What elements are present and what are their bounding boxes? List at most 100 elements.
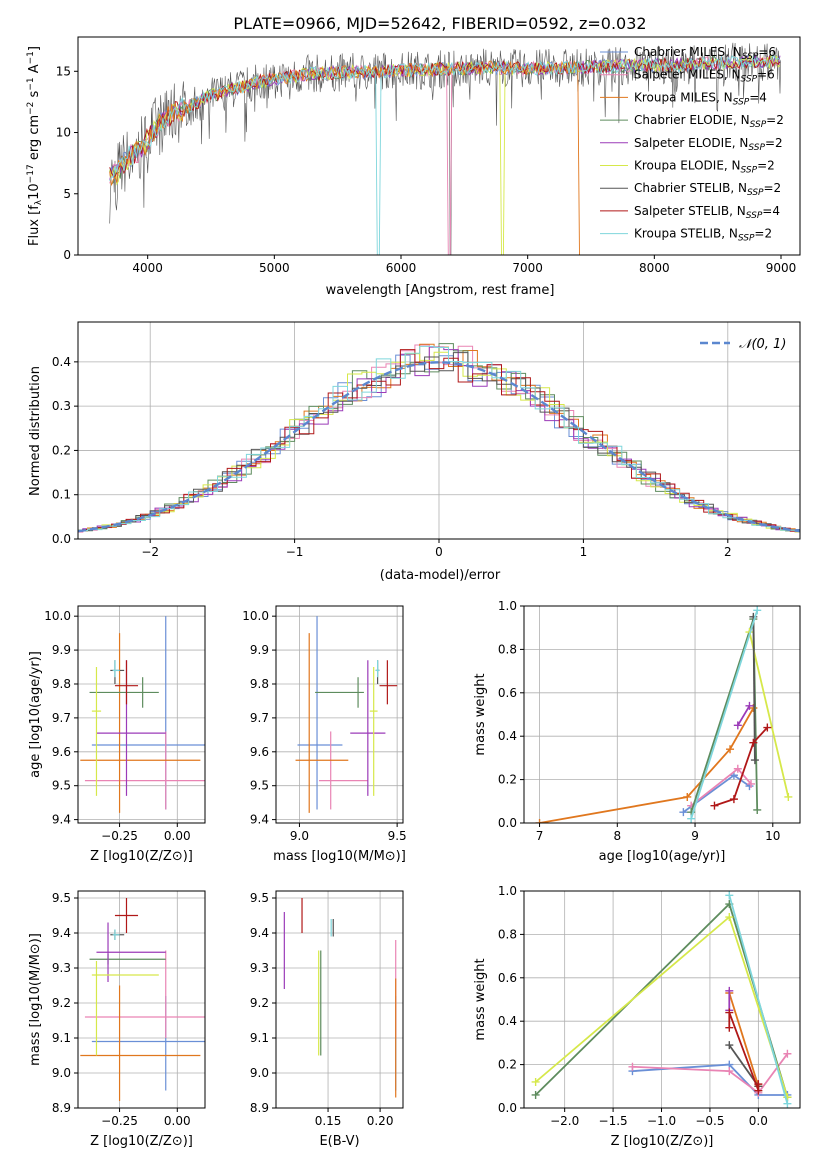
y-axis-label-part: Flux [f	[27, 205, 42, 246]
x-tick-label: 9.0	[290, 829, 309, 843]
legend-entry: Salpeter MILES, NSSP=6	[634, 68, 775, 85]
spectrum-panel: 4000 5000 6000 7000 8000 9000 0 5 10 15 Chabrier M…	[26, 36, 801, 298]
y-tick-label: 9.0	[250, 1066, 269, 1080]
y-tick-label: 0	[63, 248, 71, 262]
weight-marker	[531, 1090, 540, 1099]
legend-tail: =2	[766, 113, 784, 127]
y-tick-label: 9.4	[52, 813, 71, 827]
weight-marker	[725, 1008, 734, 1017]
weight-marker	[628, 1062, 637, 1071]
weight-vs-Z-plot	[531, 891, 792, 1108]
x-tick-label: 7000	[512, 261, 543, 275]
weight-marker	[753, 805, 762, 814]
legend-entry: Salpeter STELIB, NSSP=4	[634, 204, 780, 221]
weight-line-0	[632, 1063, 788, 1096]
y-tick-label: 0.2	[498, 773, 517, 787]
y-tick-label: 9.9	[250, 643, 269, 657]
age-vs-mass-plot	[295, 616, 398, 813]
y-axis-label-part: A	[27, 64, 42, 77]
legend-subscript: SSP	[741, 75, 758, 85]
legend-text: Chabrier MILES, N	[634, 45, 742, 59]
legend-tail: =2	[765, 136, 783, 150]
weight-marker	[729, 795, 738, 804]
y-tick-label: 9.1	[250, 1031, 269, 1045]
y-tick-label: 9.6	[52, 745, 71, 759]
weight-marker	[754, 1080, 763, 1089]
legend-text: Salpeter MILES, N	[634, 68, 741, 82]
legend-subscript: SSP	[748, 143, 765, 153]
y-tick-label: 15	[56, 64, 71, 78]
x-tick-label: −0.25	[101, 829, 138, 843]
spectrum-axes: 4000 5000 6000 7000 8000 9000 0 5 10 15	[56, 36, 801, 275]
age-vs-mass-axes: 9.0 9.5 9.4 9.5 9.6 9.7 9.8 9.9 10.0	[242, 605, 407, 843]
y-tick-label: 0.8	[498, 642, 517, 656]
x-axis-label: wavelength [Angstrom, rest frame]	[326, 283, 555, 298]
weight-line-7	[714, 726, 768, 807]
legend-text: Kroupa ELODIE, N	[634, 159, 741, 173]
weight-vs-Z-axes: −2.0 −1.5 −1.0 −0.5 0.0 0.0 0.2 0.4 0.6 0.8 1.0	[498, 884, 801, 1128]
spectrum-line-7	[109, 55, 781, 179]
x-tick-label: 10	[765, 829, 780, 843]
y-axis-label-part: −1	[26, 77, 36, 90]
legend-entry: Chabrier STELIB, NSSP=2	[634, 181, 781, 198]
legend-tail: =2	[754, 227, 772, 241]
weight-marker	[725, 1067, 734, 1076]
legend-entry: Chabrier MILES, NSSP=6	[634, 45, 776, 62]
y-tick-label: 8.9	[52, 1101, 71, 1115]
y-tick-label: 1.0	[498, 884, 517, 898]
x-tick-label: 8000	[639, 261, 670, 275]
x-tick-label: 6000	[386, 261, 417, 275]
y-axis-label-part: ]	[27, 46, 42, 51]
histogram-series-6	[78, 352, 800, 533]
legend-tail: =6	[758, 45, 776, 59]
legend-text: Chabrier ELODIE, N	[634, 113, 750, 127]
residual-histogram-panel: −2 −1 0 1 2 0.0 0.1 0.2 0.3 0.4 𝒩(0, 1) (data-model…	[28, 321, 801, 583]
mass-vs-ebv-axes: 0.15 0.20 8.9 9.0 9.1 9.2 9.3 9.4 9.5	[250, 890, 404, 1128]
y-tick-label: 9.2	[52, 996, 71, 1010]
y-tick-label: 10	[56, 126, 71, 140]
weight-marker	[710, 801, 719, 810]
y-axis-label: mass [log10(M/M⊙)]	[28, 933, 43, 1066]
y-axis-label-part: −2	[26, 102, 36, 115]
axes-frame	[275, 890, 404, 1109]
histogram-series-4	[78, 346, 800, 532]
weight-marker	[725, 891, 734, 900]
y-tick-label: 9.6	[250, 745, 269, 759]
weight-marker	[725, 1041, 734, 1050]
x-tick-label: 0.00	[164, 1114, 191, 1128]
y-tick-label: 9.5	[250, 891, 269, 905]
figure-title: PLATE=0966, MJD=52642, FIBERID=0592, z=0…	[233, 14, 646, 33]
x-axis-label: E(B-V)	[319, 1134, 359, 1149]
x-tick-label: 0.20	[367, 1114, 394, 1128]
y-tick-label: 9.7	[250, 711, 269, 725]
weight-marker	[783, 1049, 792, 1058]
x-tick-label: −0.5	[695, 1114, 724, 1128]
x-tick-label: 1	[580, 545, 588, 559]
legend-text: Kroupa MILES, N	[634, 90, 733, 104]
mass-vs-Z-axes: −0.25 0.00 8.9 9.0 9.1 9.2 9.3 9.4 9.5	[52, 890, 206, 1128]
y-tick-label: 9.5	[52, 891, 71, 905]
weight-marker	[733, 764, 742, 773]
legend-subscript: SSP	[746, 211, 763, 221]
weight-marker	[747, 779, 756, 788]
legend-subscript: SSP	[742, 52, 759, 62]
x-axis-label: (data-model)/error	[380, 568, 501, 583]
weight-line-1	[632, 1053, 789, 1095]
weight-vs-age-axes: 7 8 9 10 0.0 0.2 0.4 0.6 0.8 1.0	[498, 599, 801, 843]
axes-frame	[77, 36, 801, 256]
y-tick-label: 0.4	[52, 355, 71, 369]
x-tick-label: 0.0	[749, 1114, 768, 1128]
y-tick-label: 9.1	[52, 1031, 71, 1045]
y-tick-label: 9.9	[52, 643, 71, 657]
y-axis-label: age [log10(age/yr)]	[28, 651, 43, 778]
legend-tail: =4	[762, 204, 780, 218]
y-axis-label: Flux [fλ10−17 erg cm−2 s−1 A−1]	[26, 46, 44, 246]
legend-tail: =6	[757, 68, 775, 82]
age-vs-Z-axes: −0.25 0.00 9.4 9.5 9.6 9.7 9.8 9.9 10.0	[44, 605, 206, 843]
weight-marker	[531, 1077, 540, 1086]
x-tick-label: 2	[724, 545, 732, 559]
y-tick-label: 0.4	[498, 729, 517, 743]
weight-marker	[763, 723, 772, 732]
y-tick-label: 10.0	[44, 609, 71, 623]
